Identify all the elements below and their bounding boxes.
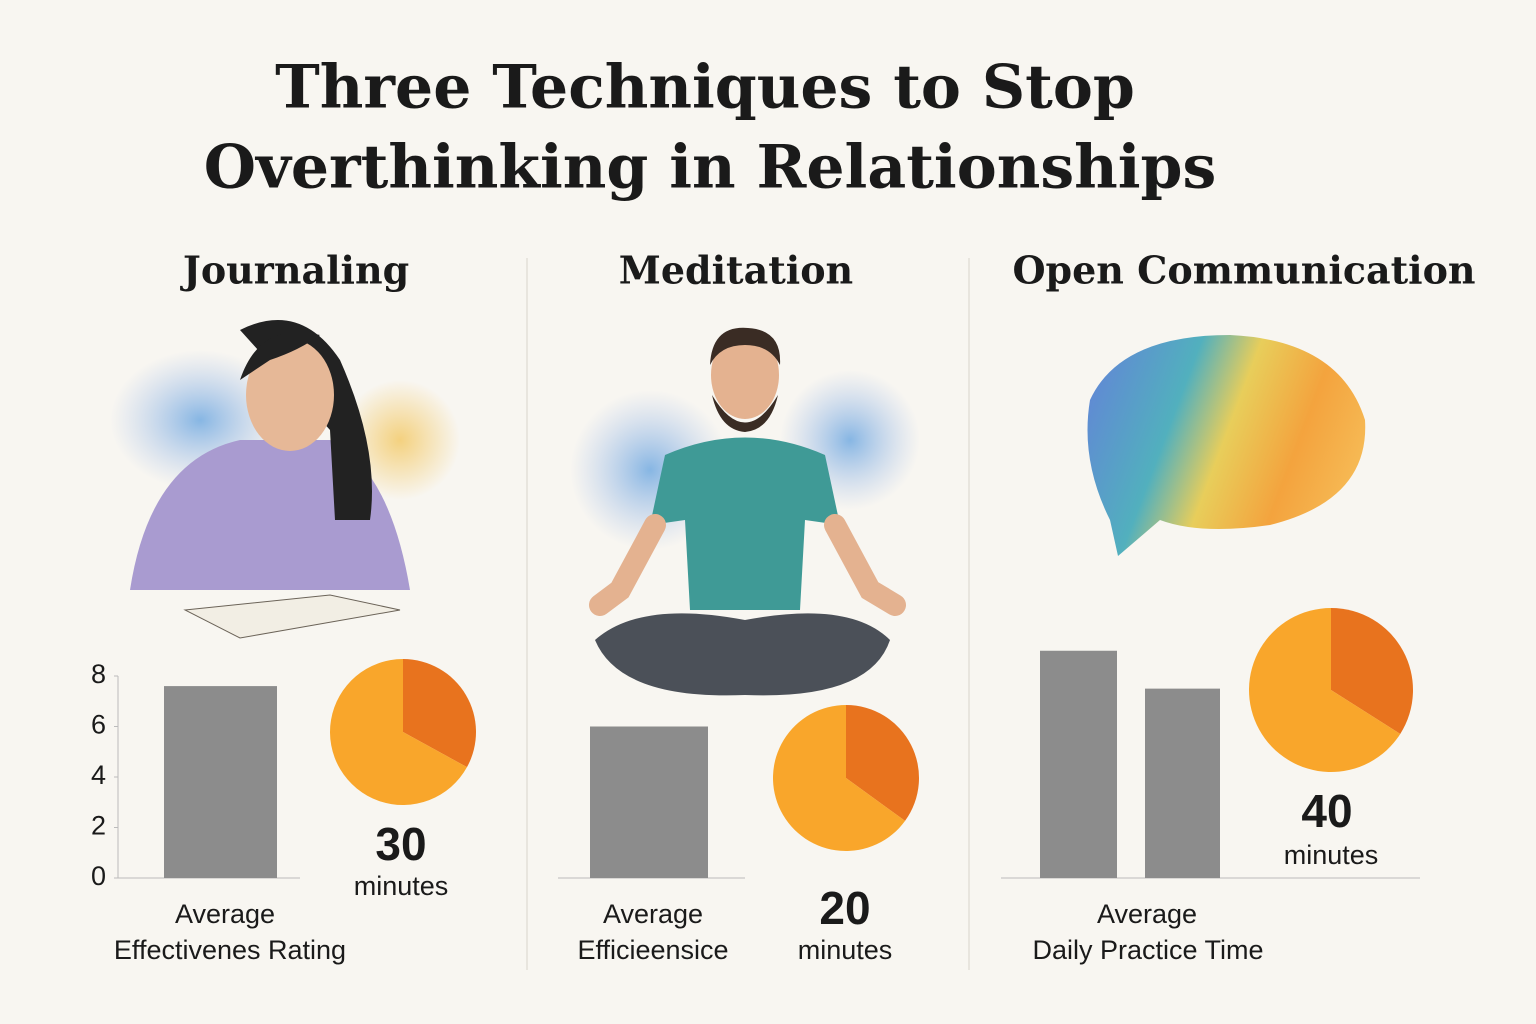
bar (1040, 650, 1117, 878)
annotation-value: 30 (375, 818, 426, 870)
bar (164, 686, 277, 878)
bar (590, 726, 708, 878)
y-tick-label: 2 (91, 811, 106, 841)
y-tick-label: 4 (91, 760, 106, 790)
annotation-value: 40 (1301, 785, 1352, 837)
journaling-illustration (110, 320, 460, 639)
y-tick-label: 6 (91, 710, 106, 740)
panel-heading: Open Communication (1012, 248, 1475, 293)
x-axis-label: Average (603, 899, 703, 929)
y-tick-label: 0 (91, 861, 106, 891)
bar (1145, 688, 1220, 878)
pie-slice (1331, 608, 1413, 734)
x-axis-label: Average (1097, 899, 1197, 929)
y-tick-label: 8 (91, 659, 106, 689)
pie-slice (846, 705, 919, 821)
x-axis-label: Daily Practice Time (1032, 935, 1263, 965)
pie-slice (403, 659, 477, 768)
x-axis-label: Effectivenes Rating (114, 935, 346, 965)
annotation-unit: minutes (798, 935, 893, 965)
pie-slice (1248, 608, 1401, 772)
pie-slice (330, 659, 467, 805)
title-line: Three Techniques to Stop (275, 53, 1135, 123)
panel-heading: Journaling (180, 248, 409, 293)
x-axis-label: Average (175, 899, 275, 929)
annotation-unit: minutes (1284, 840, 1379, 870)
annotation-value: 20 (819, 882, 870, 934)
title-line: Overthinking in Relationships (204, 133, 1217, 203)
pie-slice (772, 705, 906, 852)
panel-heading: Meditation (619, 248, 853, 293)
speech-bubble-illustration (1087, 335, 1366, 556)
x-axis-label: Efficieensice (577, 935, 728, 965)
meditation-illustration (570, 327, 920, 696)
annotation-unit: minutes (354, 871, 449, 901)
